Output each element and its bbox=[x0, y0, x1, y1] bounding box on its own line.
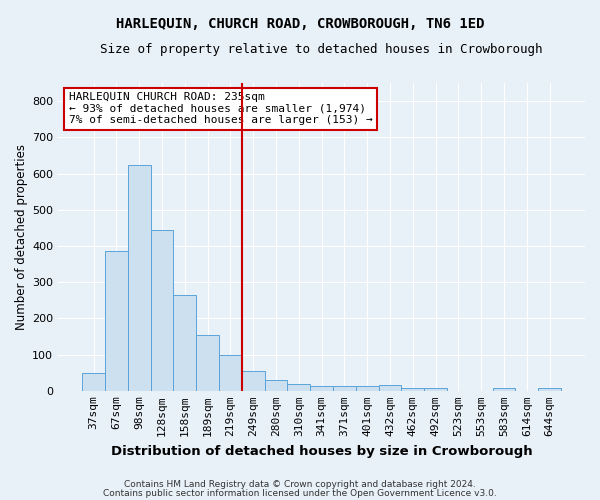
Bar bbox=[310, 386, 333, 391]
Bar bbox=[196, 334, 219, 391]
Bar bbox=[242, 371, 265, 391]
Bar bbox=[82, 372, 105, 391]
Bar bbox=[265, 380, 287, 391]
Bar bbox=[401, 388, 424, 391]
Bar bbox=[333, 386, 356, 391]
Bar bbox=[219, 356, 242, 391]
Bar bbox=[356, 386, 379, 391]
Bar bbox=[128, 164, 151, 391]
Text: HARLEQUIN, CHURCH ROAD, CROWBOROUGH, TN6 1ED: HARLEQUIN, CHURCH ROAD, CROWBOROUGH, TN6… bbox=[116, 18, 484, 32]
Text: Contains public sector information licensed under the Open Government Licence v3: Contains public sector information licen… bbox=[103, 488, 497, 498]
Title: Size of property relative to detached houses in Crowborough: Size of property relative to detached ho… bbox=[100, 42, 543, 56]
Bar bbox=[105, 252, 128, 391]
Bar bbox=[379, 386, 401, 391]
Text: HARLEQUIN CHURCH ROAD: 235sqm
← 93% of detached houses are smaller (1,974)
7% of: HARLEQUIN CHURCH ROAD: 235sqm ← 93% of d… bbox=[68, 92, 373, 126]
Bar bbox=[287, 384, 310, 391]
Bar bbox=[424, 388, 447, 391]
X-axis label: Distribution of detached houses by size in Crowborough: Distribution of detached houses by size … bbox=[111, 444, 532, 458]
Bar bbox=[151, 230, 173, 391]
Bar bbox=[173, 295, 196, 391]
Bar bbox=[538, 388, 561, 391]
Bar bbox=[493, 388, 515, 391]
Text: Contains HM Land Registry data © Crown copyright and database right 2024.: Contains HM Land Registry data © Crown c… bbox=[124, 480, 476, 489]
Y-axis label: Number of detached properties: Number of detached properties bbox=[15, 144, 28, 330]
